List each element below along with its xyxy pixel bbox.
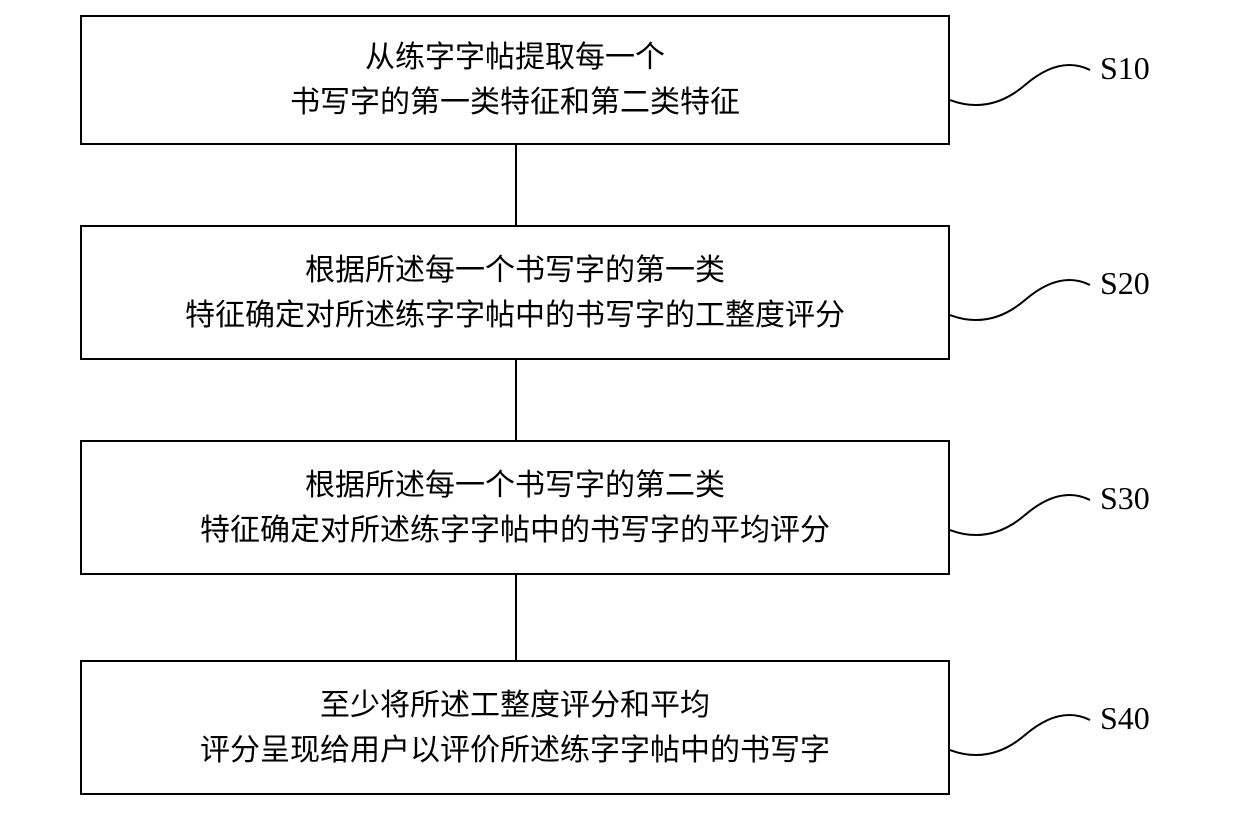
step-label-s20: S20: [1100, 265, 1150, 302]
connector-s30-s40: [515, 575, 517, 660]
flow-box-s10-line2: 书写字的第一类特征和第二类特征: [290, 80, 740, 125]
flow-box-s40-line2: 评分呈现给用户以评价所述练字字帖中的书写字: [200, 728, 830, 773]
curve-s40: [950, 700, 1100, 770]
flow-box-s30: 根据所述每一个书写字的第二类 特征确定对所述练字字帖中的书写字的平均评分: [80, 440, 950, 575]
step-label-s30: S30: [1100, 480, 1150, 517]
flow-box-s40-line1: 至少将所述工整度评分和平均: [320, 683, 710, 728]
curve-s30: [950, 480, 1100, 550]
step-label-s40: S40: [1100, 700, 1150, 737]
flow-box-s20: 根据所述每一个书写字的第一类 特征确定对所述练字字帖中的书写字的工整度评分: [80, 225, 950, 360]
connector-s10-s20: [515, 145, 517, 225]
curve-s20: [950, 265, 1100, 335]
step-label-s10: S10: [1100, 50, 1150, 87]
flow-box-s10: 从练字字帖提取每一个 书写字的第一类特征和第二类特征: [80, 15, 950, 145]
flow-box-s20-line2: 特征确定对所述练字字帖中的书写字的工整度评分: [185, 293, 845, 338]
flowchart-container: 从练字字帖提取每一个 书写字的第一类特征和第二类特征 S10 根据所述每一个书写…: [0, 0, 1240, 840]
flow-box-s10-line1: 从练字字帖提取每一个: [365, 35, 665, 80]
flow-box-s40: 至少将所述工整度评分和平均 评分呈现给用户以评价所述练字字帖中的书写字: [80, 660, 950, 795]
flow-box-s30-line1: 根据所述每一个书写字的第二类: [305, 463, 725, 508]
flow-box-s20-line1: 根据所述每一个书写字的第一类: [305, 248, 725, 293]
curve-s10: [950, 50, 1100, 120]
flow-box-s30-line2: 特征确定对所述练字字帖中的书写字的平均评分: [200, 508, 830, 553]
connector-s20-s30: [515, 360, 517, 440]
